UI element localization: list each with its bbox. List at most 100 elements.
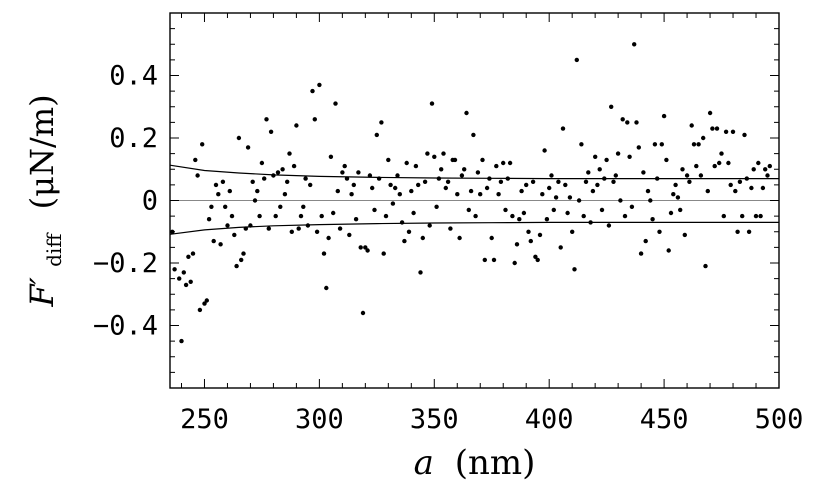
data-point xyxy=(588,220,593,225)
data-point xyxy=(579,142,584,147)
data-point xyxy=(308,182,313,188)
data-point xyxy=(735,229,740,234)
data-point xyxy=(760,185,766,191)
data-point xyxy=(684,173,690,178)
data-point xyxy=(482,257,487,263)
y-axis-unit: (μN/m) xyxy=(23,94,61,209)
data-point xyxy=(204,298,209,303)
data-point xyxy=(742,132,747,138)
data-point xyxy=(730,129,736,134)
data-point xyxy=(200,142,205,147)
data-point xyxy=(202,301,207,306)
data-point xyxy=(296,226,301,231)
data-point xyxy=(714,126,720,131)
data-point xyxy=(749,185,754,191)
data-point xyxy=(317,82,322,88)
data-point xyxy=(547,185,552,191)
data-point xyxy=(170,229,175,234)
data-point xyxy=(266,226,271,231)
x-tick-label: 500 xyxy=(755,404,804,435)
data-point xyxy=(190,251,196,256)
data-point xyxy=(197,307,203,313)
data-point xyxy=(652,142,658,147)
data-point xyxy=(581,213,586,219)
data-point xyxy=(464,110,469,116)
data-point xyxy=(457,235,462,241)
data-point xyxy=(524,182,529,188)
data-point xyxy=(404,160,409,166)
data-point xyxy=(675,195,681,200)
data-point xyxy=(613,173,618,178)
data-point xyxy=(751,167,756,172)
data-point xyxy=(717,160,722,166)
data-point xyxy=(370,185,375,191)
data-point xyxy=(422,179,428,184)
envelope-curves xyxy=(169,164,779,235)
tick-labels: 250 300 350 400 450 500 0.4 0.2 0 −0.2 −0.4 xyxy=(93,61,803,436)
data-point xyxy=(239,257,244,263)
data-point xyxy=(344,176,350,181)
data-point xyxy=(501,160,506,166)
data-point xyxy=(664,157,669,163)
data-point xyxy=(429,101,435,106)
data-point xyxy=(374,132,379,138)
data-point xyxy=(572,267,577,272)
data-point xyxy=(643,238,648,244)
data-point xyxy=(223,204,228,209)
x-tick-label: 250 xyxy=(180,404,229,435)
data-point xyxy=(406,229,412,234)
data-point xyxy=(570,229,575,234)
data-point xyxy=(193,157,198,163)
data-point xyxy=(698,173,704,178)
data-point xyxy=(558,245,563,250)
data-point xyxy=(602,176,607,181)
data-point xyxy=(576,198,582,203)
data-point xyxy=(625,120,630,125)
data-point xyxy=(542,148,547,153)
data-point xyxy=(484,185,490,191)
data-point xyxy=(636,145,641,150)
data-point xyxy=(560,126,566,131)
data-point xyxy=(455,192,460,197)
data-point xyxy=(298,213,304,219)
data-point xyxy=(627,154,632,159)
data-point xyxy=(255,188,260,194)
data-point xyxy=(252,198,258,203)
data-point xyxy=(381,251,386,256)
data-point xyxy=(535,257,540,263)
data-point xyxy=(710,126,715,131)
data-point xyxy=(337,226,343,231)
data-point xyxy=(227,188,232,194)
data-point xyxy=(763,167,768,172)
data-point xyxy=(319,213,324,219)
data-point xyxy=(360,310,366,316)
data-point xyxy=(595,182,600,188)
data-point xyxy=(195,173,200,178)
data-point xyxy=(331,210,336,216)
data-point xyxy=(701,135,706,141)
data-point xyxy=(521,210,527,216)
data-point xyxy=(209,204,214,209)
data-point xyxy=(395,173,400,178)
data-point xyxy=(657,229,662,234)
data-point xyxy=(312,117,317,122)
data-point xyxy=(262,176,267,181)
data-point xyxy=(556,179,561,184)
data-point xyxy=(285,179,290,184)
data-point xyxy=(519,188,524,194)
data-point xyxy=(661,113,667,119)
data-point xyxy=(593,154,598,159)
data-point xyxy=(514,242,520,247)
data-point xyxy=(289,229,294,234)
data-point xyxy=(294,123,299,128)
data-point xyxy=(420,235,425,241)
data-point xyxy=(618,198,623,203)
y-tick-label: 0.2 xyxy=(109,123,158,154)
data-point xyxy=(480,157,485,163)
data-point xyxy=(615,151,621,156)
data-point xyxy=(629,204,635,209)
data-point xyxy=(347,232,352,238)
data-point xyxy=(678,207,683,213)
data-point xyxy=(273,213,278,219)
